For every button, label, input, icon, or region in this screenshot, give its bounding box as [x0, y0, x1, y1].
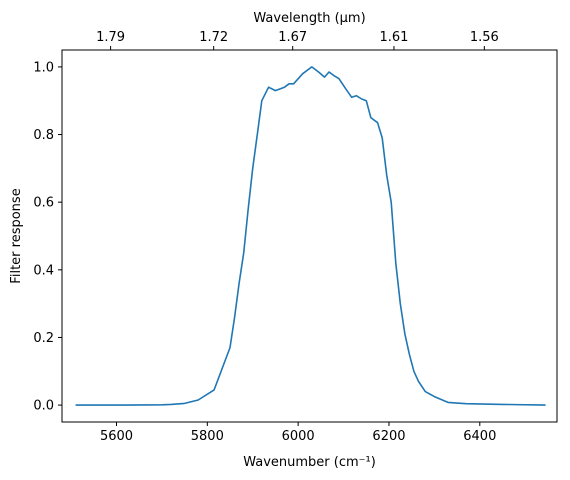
y-tick-label: 0.6	[33, 196, 54, 211]
top-tick-label: 1.56	[470, 30, 499, 45]
x-tick-label: 6400	[463, 429, 496, 444]
x-tick-label: 6000	[282, 429, 315, 444]
top-tick-label: 1.72	[199, 30, 228, 45]
x-tick-label: 6200	[372, 429, 405, 444]
x-axis-ticks: 5600 5800 6000 6200 6400	[100, 422, 496, 444]
y-tick-label: 0.2	[33, 331, 54, 346]
series-line-0	[75, 66, 546, 406]
y-tick-label: 0.4	[33, 263, 54, 278]
y-tick-label: 1.0	[33, 60, 54, 75]
x-tick-label: 5600	[100, 429, 133, 444]
top-axis-label: Wavelength (μm)	[253, 11, 365, 26]
y-axis-ticks: 0.0 0.2 0.4 0.6 0.8 1.0	[33, 60, 62, 414]
y-tick-label: 0.0	[33, 399, 54, 414]
x-tick-label: 5800	[191, 429, 224, 444]
top-tick-label: 1.79	[96, 30, 125, 45]
plot-frame	[61, 49, 558, 423]
y-tick-label: 0.8	[33, 128, 54, 143]
chart-marks	[75, 66, 546, 406]
top-axis-ticks: 1.79 1.72 1.67 1.61 1.56	[96, 30, 499, 50]
top-tick-label: 1.67	[278, 30, 307, 45]
top-tick-label: 1.61	[379, 30, 408, 45]
x-axis-label: Wavenumber (cm⁻¹)	[243, 455, 376, 470]
y-axis-label: Filter response	[9, 188, 24, 283]
